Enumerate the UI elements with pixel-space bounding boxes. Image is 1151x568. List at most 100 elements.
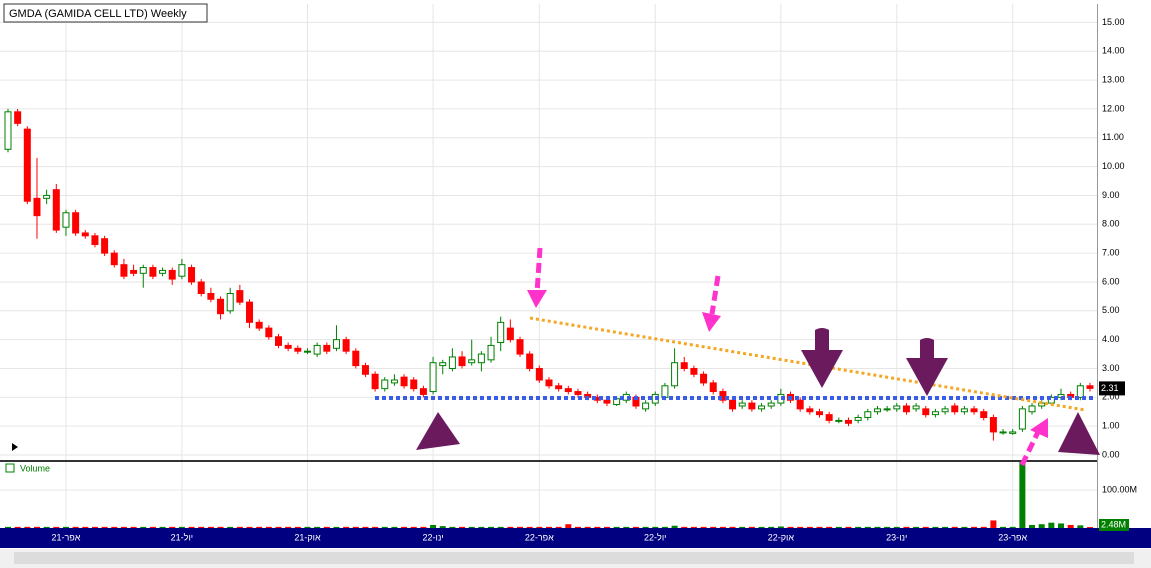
candle-body	[332, 339, 340, 349]
candle-body	[970, 408, 978, 413]
x-tick-label: 23-אפר	[998, 532, 1027, 542]
volume-bar	[932, 526, 939, 528]
candle-body	[284, 344, 292, 349]
candle-body	[72, 212, 80, 234]
volume-bar	[816, 526, 823, 528]
pink-arrow	[1019, 430, 1041, 467]
volume-bar	[459, 526, 466, 528]
pink-arrow-head	[702, 312, 721, 332]
volume-bar	[381, 526, 388, 528]
candle-body	[487, 344, 495, 361]
candle-body	[91, 235, 99, 245]
volume-bar	[826, 526, 833, 528]
expand-icon[interactable]	[12, 443, 18, 451]
volume-bar	[517, 526, 524, 528]
volume-bar	[323, 526, 330, 528]
candle-body	[246, 301, 254, 323]
candle-body	[477, 353, 485, 364]
x-tick-label: 22-ינו	[422, 532, 443, 542]
volume-bar	[797, 526, 804, 528]
candle-body	[52, 189, 60, 231]
volume-bar	[903, 526, 910, 528]
marks	[4, 108, 1094, 528]
volume-bar	[777, 526, 784, 528]
pink-arrow	[534, 247, 543, 294]
y-tick-label: 14.00	[1102, 46, 1125, 56]
volume-bar	[971, 526, 978, 528]
volume-bar	[343, 526, 350, 528]
candle-body	[410, 379, 418, 390]
candle-body	[545, 379, 553, 387]
volume-bar	[768, 526, 775, 528]
volume-bar	[62, 526, 69, 528]
pink-arrow	[709, 275, 721, 315]
volume-bar	[864, 526, 871, 528]
candle-body	[816, 411, 823, 416]
volume-bar	[410, 526, 417, 528]
volume-bar	[72, 526, 79, 528]
candle-body	[120, 264, 128, 277]
y-tick-label: 7.00	[1102, 248, 1120, 258]
candle-body	[313, 344, 321, 355]
volume-bar	[719, 526, 726, 528]
candle-body	[149, 267, 157, 277]
candle-body	[700, 373, 708, 384]
candle-body	[81, 232, 89, 237]
volume-bar	[603, 526, 610, 528]
volume-bar	[1009, 526, 1016, 528]
candle-body	[390, 379, 398, 384]
volume-bar	[275, 526, 282, 528]
volume-bar	[178, 526, 185, 528]
volume-bar	[256, 526, 263, 528]
volume-bar	[246, 526, 253, 528]
candle-body	[873, 408, 881, 413]
candle-body	[14, 111, 22, 124]
volume-bar	[314, 526, 321, 528]
candle-body	[989, 417, 997, 433]
volume-bar	[420, 526, 427, 528]
volume-bar	[265, 526, 272, 528]
volume-bar	[140, 526, 147, 528]
x-tick-label: 21-אוק	[294, 532, 321, 542]
volume-bar	[130, 526, 137, 528]
volume-bar	[333, 526, 340, 528]
volume-bar	[961, 526, 968, 528]
volume-bar	[507, 526, 514, 528]
candle-body	[275, 336, 282, 346]
y-tick-label: 11.00	[1102, 132, 1124, 142]
candle-body	[352, 350, 360, 367]
volume-bar	[372, 526, 379, 528]
scroll-thumb[interactable]	[14, 552, 1134, 564]
volume-bar	[922, 526, 929, 528]
candle-body	[371, 373, 379, 390]
volume-bar	[217, 526, 224, 528]
volume-bar	[1067, 524, 1074, 528]
candle-body	[526, 353, 534, 369]
volume-bar	[352, 526, 359, 528]
candle-body	[738, 402, 746, 407]
volume-bar	[198, 526, 205, 528]
x-tick-label: 22-יול	[644, 532, 666, 542]
pink-arrow-head	[1030, 418, 1048, 438]
volume-bar	[91, 526, 98, 528]
candle-body	[101, 238, 109, 254]
y-tick-label: 4.00	[1102, 334, 1120, 344]
x-tick-label: 22-אפר	[525, 532, 554, 542]
y-tick-label: 9.00	[1102, 190, 1120, 200]
volume-bar	[874, 526, 881, 528]
candle-body	[458, 356, 466, 367]
volume-bar	[1058, 523, 1065, 528]
candle-body	[468, 359, 476, 364]
volume-bar	[546, 526, 552, 528]
candle-body	[864, 411, 872, 419]
volume-icon	[5, 463, 15, 473]
candle-body	[680, 362, 688, 369]
volume-bar	[101, 526, 108, 528]
candle-body	[960, 408, 968, 413]
volume-bar	[565, 524, 572, 528]
volume-bar	[478, 526, 485, 528]
volume-bar	[661, 526, 668, 528]
volume-bar	[526, 526, 533, 528]
candle-body	[207, 293, 215, 300]
volume-bar	[1038, 524, 1045, 528]
